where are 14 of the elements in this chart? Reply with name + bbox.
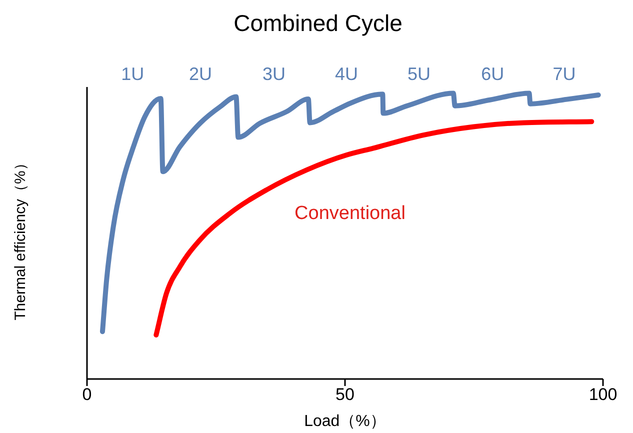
text: 3U	[262, 64, 286, 84]
x-tick-label: 0	[82, 385, 92, 404]
text: 6U	[481, 64, 504, 84]
x-tick-label: 50	[336, 385, 354, 404]
y-axis-title: Thermal efficiency（%）	[12, 156, 29, 320]
text: 1U	[121, 64, 144, 84]
x-tick-label: 100	[588, 385, 618, 404]
x-axis-title: Load（%）	[304, 413, 386, 430]
text: 5U	[408, 64, 431, 84]
text: 4U	[335, 64, 358, 84]
series-label: Conventional	[294, 203, 406, 224]
text: 2U	[189, 64, 212, 84]
text: 7U	[552, 64, 576, 84]
chart-title: Combined Cycle	[234, 10, 402, 36]
